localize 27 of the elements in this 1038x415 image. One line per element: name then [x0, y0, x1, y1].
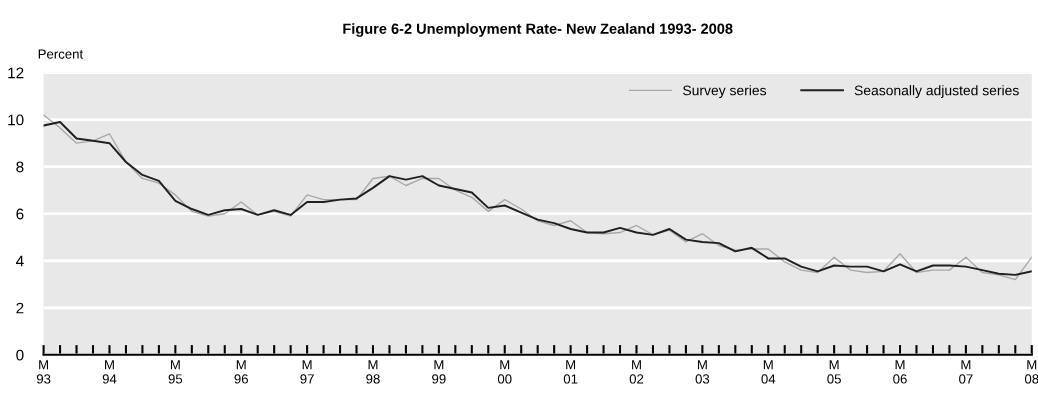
y-tick-label: 4	[16, 255, 24, 267]
x-tick-label: M 06	[893, 360, 907, 384]
x-tick-label: M 00	[497, 360, 512, 384]
y-tick-label: 12	[8, 67, 24, 79]
x-tick-label: M 99	[432, 360, 446, 384]
x-tick-label: M 94	[102, 360, 117, 384]
x-tick-label: M 93	[36, 360, 51, 384]
x-tick-label: M 08	[1024, 360, 1038, 384]
x-tick-label: M 03	[695, 360, 710, 384]
y-axis-title: Percent	[38, 49, 84, 59]
legend-label: Seasonally adjusted series	[854, 85, 1019, 99]
y-tick-label: 8	[16, 161, 24, 173]
x-tick-label: M 98	[366, 360, 380, 384]
x-tick-label: M 97	[300, 360, 314, 384]
x-tick-label: M 96	[234, 360, 248, 384]
x-tick-label: M 01	[563, 360, 578, 384]
x-tick-label: M 95	[168, 360, 183, 384]
y-tick-label: 2	[16, 302, 24, 314]
x-tick-label: M 02	[629, 360, 644, 384]
legend-label: Survey series	[683, 85, 767, 99]
y-tick-label: 6	[16, 208, 24, 220]
x-tick-label: M 05	[827, 360, 841, 384]
x-tick-label: M 04	[761, 360, 776, 384]
x-tick-label: M 07	[959, 360, 973, 384]
y-tick-label: 0	[16, 349, 24, 361]
y-tick-label: 10	[8, 114, 24, 126]
chart-title: Figure 6-2 Unemployment Rate- New Zealand 1993- 2008	[343, 23, 733, 37]
